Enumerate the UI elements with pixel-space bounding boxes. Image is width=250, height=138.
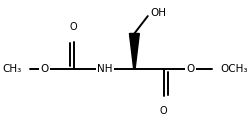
- Text: O: O: [40, 64, 48, 74]
- Text: O: O: [160, 106, 168, 116]
- Text: OCH₃: OCH₃: [220, 64, 248, 74]
- Text: CH₃: CH₃: [2, 64, 22, 74]
- Text: NH: NH: [97, 64, 113, 74]
- Text: O: O: [70, 22, 78, 32]
- Text: OH: OH: [150, 8, 166, 18]
- Text: O: O: [186, 64, 195, 74]
- Polygon shape: [130, 34, 139, 69]
